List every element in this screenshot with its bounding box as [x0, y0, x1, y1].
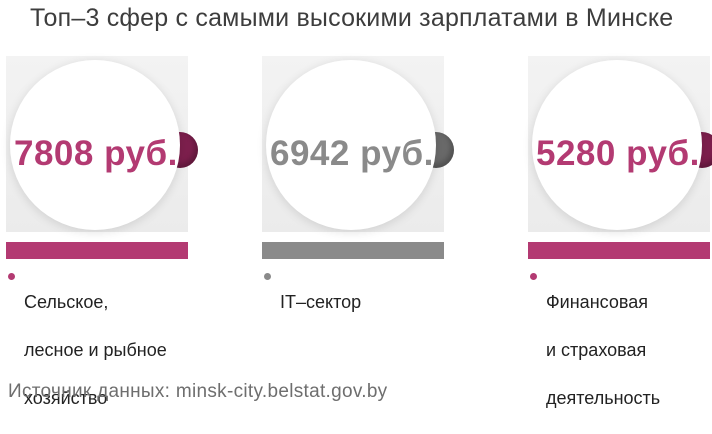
sector-label-line: Сельское, — [24, 292, 109, 312]
bullet-icon — [264, 273, 271, 280]
sector-label-line: IT–сектор — [280, 292, 362, 312]
sector-label-line: лесное и рыбное — [24, 340, 167, 360]
chart-title: Топ–3 сфер с самыми высокими зарплатами … — [30, 4, 674, 32]
sector-label-line: Финансовая — [546, 292, 648, 312]
sector-card-it: 6942 руб. IT–сектор — [262, 56, 454, 356]
sector-label-line: деятельность — [546, 388, 661, 408]
sector-card-finance: 5280 руб. Финансовая и страховая деятель… — [528, 56, 712, 408]
sector-label-line: хозяйство — [24, 388, 108, 408]
value-circle — [532, 60, 702, 230]
value-circle — [266, 60, 436, 230]
sector-label: IT–сектор — [280, 266, 450, 338]
sector-label-line: и страховая — [546, 340, 647, 360]
sector-label: Финансовая и страховая деятельность — [546, 266, 712, 434]
sector-label: Сельское, лесное и рыбное хозяйство — [24, 266, 194, 434]
bullet-icon — [8, 273, 15, 280]
salary-value: 7808 руб. — [14, 134, 178, 173]
value-bar — [262, 242, 444, 259]
bullet-icon — [530, 273, 537, 280]
value-bar — [6, 242, 188, 259]
salary-value: 6942 руб. — [270, 134, 434, 173]
salary-value: 5280 руб. — [536, 134, 700, 173]
sector-card-agriculture: 7808 руб. Сельское, лесное и рыбное хозя… — [6, 56, 198, 408]
data-source: Источник данных: minsk-city.belstat.gov.… — [8, 381, 388, 402]
value-bar — [528, 242, 710, 259]
value-circle — [10, 60, 180, 230]
